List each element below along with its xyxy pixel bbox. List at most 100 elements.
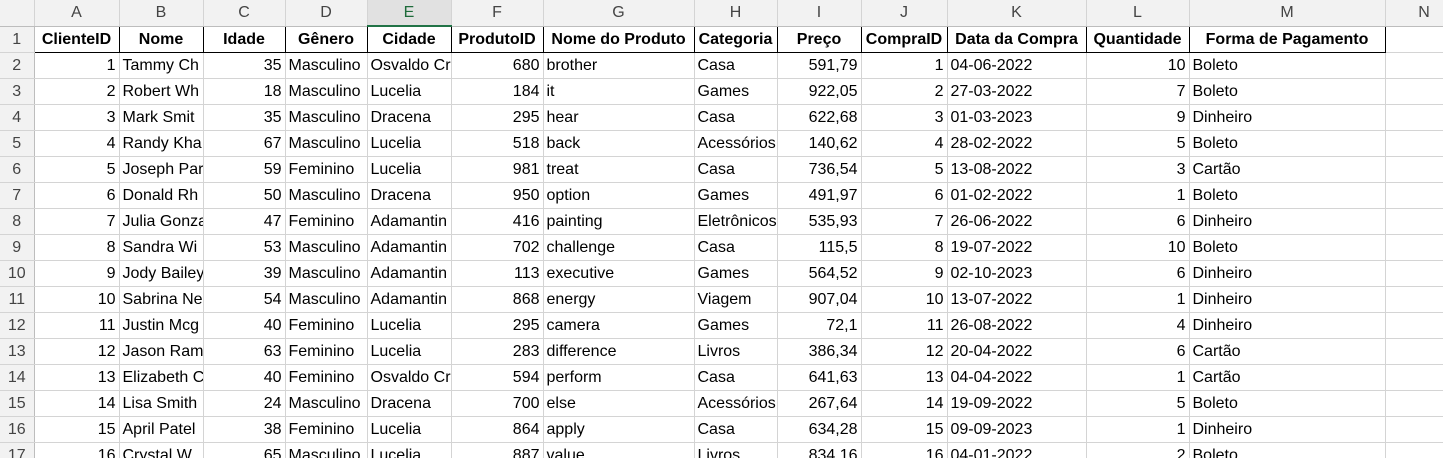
header-cell[interactable]: Gênero [284, 25, 368, 53]
column-header-l[interactable]: L [1086, 0, 1190, 27]
data-cell[interactable]: Lucelia [367, 156, 452, 183]
row-header[interactable]: 14 [0, 364, 35, 391]
empty-cell[interactable] [1385, 182, 1443, 209]
row-header[interactable]: 11 [0, 286, 35, 313]
data-cell[interactable]: Lucelia [367, 442, 452, 458]
data-cell[interactable]: 115,5 [777, 234, 862, 261]
data-cell[interactable]: Games [694, 260, 778, 287]
data-cell[interactable]: Boleto [1189, 182, 1386, 209]
data-cell[interactable]: 59 [203, 156, 286, 183]
header-cell[interactable]: Quantidade [1085, 25, 1190, 53]
data-cell[interactable]: Adamantin [367, 208, 452, 235]
data-cell[interactable]: Feminino [285, 416, 368, 443]
data-cell[interactable]: 416 [451, 208, 544, 235]
column-header-j[interactable]: J [861, 0, 948, 27]
data-cell[interactable]: Casa [694, 52, 778, 79]
data-cell[interactable]: Elizabeth C [119, 364, 204, 391]
data-cell[interactable]: Dracena [367, 104, 452, 131]
data-cell[interactable]: 3 [1086, 156, 1190, 183]
data-cell[interactable]: Lucelia [367, 78, 452, 105]
header-cell[interactable]: Idade [202, 25, 286, 53]
data-cell[interactable]: 922,05 [777, 78, 862, 105]
data-cell[interactable]: April Patel [119, 416, 204, 443]
data-cell[interactable]: 5 [1086, 390, 1190, 417]
row-header[interactable]: 3 [0, 78, 35, 105]
data-cell[interactable]: 4 [861, 130, 948, 157]
data-cell[interactable]: perform [543, 364, 695, 391]
data-cell[interactable]: 04-01-2022 [947, 442, 1087, 458]
data-cell[interactable]: 634,28 [777, 416, 862, 443]
data-cell[interactable]: 564,52 [777, 260, 862, 287]
column-header-a[interactable]: A [34, 0, 120, 27]
data-cell[interactable]: 09-09-2023 [947, 416, 1087, 443]
data-cell[interactable]: Mark Smit [119, 104, 204, 131]
data-cell[interactable]: Feminino [285, 312, 368, 339]
data-cell[interactable]: Jason Ram [119, 338, 204, 365]
data-cell[interactable]: 53 [203, 234, 286, 261]
data-cell[interactable]: Masculino [285, 130, 368, 157]
empty-cell[interactable] [1385, 208, 1443, 235]
data-cell[interactable]: Masculino [285, 78, 368, 105]
data-cell[interactable]: Joseph Par [119, 156, 204, 183]
column-header-d[interactable]: D [285, 0, 368, 27]
data-cell[interactable]: Lucelia [367, 312, 452, 339]
data-cell[interactable]: 736,54 [777, 156, 862, 183]
data-cell[interactable]: energy [543, 286, 695, 313]
data-cell[interactable]: Tammy Ch [119, 52, 204, 79]
data-cell[interactable]: 9 [861, 260, 948, 287]
empty-cell[interactable] [1385, 78, 1443, 105]
data-cell[interactable]: Feminino [285, 208, 368, 235]
empty-cell[interactable] [1385, 52, 1443, 79]
data-cell[interactable]: Games [694, 78, 778, 105]
data-cell[interactable]: executive [543, 260, 695, 287]
data-cell[interactable]: 20-04-2022 [947, 338, 1087, 365]
data-cell[interactable]: 01-03-2023 [947, 104, 1087, 131]
data-cell[interactable]: 04-04-2022 [947, 364, 1087, 391]
header-cell[interactable]: Nome do Produto [542, 25, 695, 53]
empty-cell[interactable] [1385, 442, 1443, 458]
data-cell[interactable]: Feminino [285, 364, 368, 391]
data-cell[interactable]: 02-10-2023 [947, 260, 1087, 287]
row-header[interactable]: 4 [0, 104, 35, 131]
data-cell[interactable]: 1 [1086, 286, 1190, 313]
data-cell[interactable]: Lucelia [367, 416, 452, 443]
data-cell[interactable]: 63 [203, 338, 286, 365]
row-header[interactable]: 13 [0, 338, 35, 365]
data-cell[interactable]: 24 [203, 390, 286, 417]
data-cell[interactable]: Dinheiro [1189, 208, 1386, 235]
data-cell[interactable]: 14 [34, 390, 120, 417]
data-cell[interactable]: 3 [861, 104, 948, 131]
data-cell[interactable]: Dracena [367, 182, 452, 209]
header-cell[interactable]: Categoria [693, 25, 778, 53]
data-cell[interactable]: 8 [34, 234, 120, 261]
data-cell[interactable]: apply [543, 416, 695, 443]
data-cell[interactable]: Robert Wh [119, 78, 204, 105]
data-cell[interactable]: 5 [34, 156, 120, 183]
data-cell[interactable]: Livros [694, 338, 778, 365]
data-cell[interactable]: 267,64 [777, 390, 862, 417]
empty-cell[interactable] [1385, 416, 1443, 443]
data-cell[interactable]: 6 [1086, 208, 1190, 235]
data-cell[interactable]: 13 [861, 364, 948, 391]
data-cell[interactable]: it [543, 78, 695, 105]
data-cell[interactable]: 6 [1086, 338, 1190, 365]
empty-cell[interactable] [1385, 286, 1443, 313]
data-cell[interactable]: Sandra Wi [119, 234, 204, 261]
data-cell[interactable]: Masculino [285, 390, 368, 417]
data-cell[interactable]: 10 [34, 286, 120, 313]
data-cell[interactable]: 13 [34, 364, 120, 391]
data-cell[interactable]: 535,93 [777, 208, 862, 235]
column-header-k[interactable]: K [947, 0, 1087, 27]
data-cell[interactable]: Acessórios [694, 390, 778, 417]
header-cell[interactable]: ProdutoID [450, 25, 544, 53]
data-cell[interactable]: 1 [1086, 182, 1190, 209]
data-cell[interactable]: Boleto [1189, 52, 1386, 79]
data-cell[interactable]: 2 [861, 78, 948, 105]
data-cell[interactable]: 7 [1086, 78, 1190, 105]
row-header[interactable]: 6 [0, 156, 35, 183]
data-cell[interactable]: 4 [1086, 312, 1190, 339]
row-header[interactable]: 12 [0, 312, 35, 339]
data-cell[interactable]: 11 [861, 312, 948, 339]
data-cell[interactable]: 35 [203, 52, 286, 79]
data-cell[interactable]: 13-08-2022 [947, 156, 1087, 183]
